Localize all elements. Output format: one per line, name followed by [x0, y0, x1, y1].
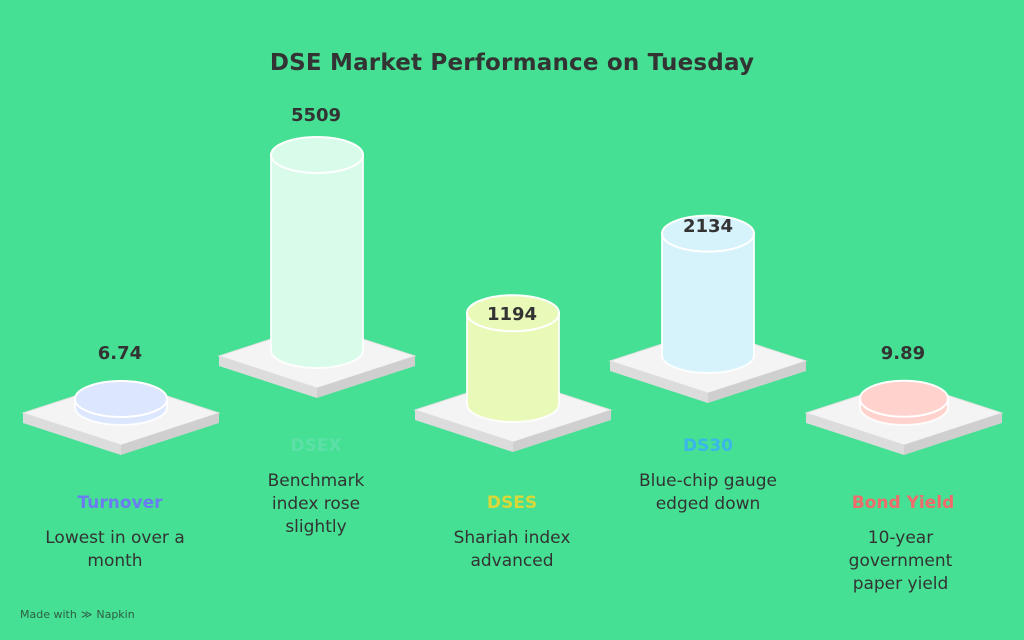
cylinder-top-turnover — [74, 380, 168, 418]
bar-bond-yield — [804, 379, 1004, 455]
napkin-brand: Napkin — [96, 608, 135, 621]
cylinder-top-bond-yield — [859, 379, 949, 418]
bar-dses — [413, 294, 613, 452]
platform-side-left-turnover — [23, 413, 121, 455]
cylinder-top-dses — [466, 294, 560, 333]
cylinder-body-ds30 — [661, 232, 755, 374]
value-label-dses: 1194 — [486, 304, 538, 325]
platform-side-right-dses — [513, 410, 611, 452]
description-ds30: Blue-chip gauge edged down — [638, 471, 778, 514]
made-with-label: Made with — [20, 608, 77, 621]
category-label-dsex: DSEX — [290, 436, 342, 456]
bar-dsex — [217, 136, 417, 398]
value-label-ds30: 2134 — [682, 216, 734, 237]
description-bond-yield: 10-year government paper yield — [848, 528, 953, 594]
napkin-logo-icon: ≫ — [80, 608, 93, 621]
category-label-dses: DSES — [486, 493, 538, 513]
bar-ds30 — [608, 214, 808, 403]
description-dses: Shariah index advanced — [453, 528, 571, 571]
chart-title: DSE Market Performance on Tuesday — [269, 50, 755, 76]
platform-side-right-dsex — [317, 356, 415, 398]
bar-turnover — [21, 380, 221, 455]
description-turnover: Lowest in over a month — [45, 528, 185, 571]
platform-side-left-ds30 — [610, 361, 708, 403]
value-label-bond-yield: 9.89 — [880, 343, 926, 364]
cylinder-body-dsex — [270, 154, 364, 369]
platform-side-left-dses — [415, 410, 513, 452]
platform-side-left-dsex — [219, 356, 317, 398]
value-label-turnover: 6.74 — [97, 343, 143, 364]
category-label-ds30: DS30 — [682, 436, 733, 456]
description-dsex: Benchmark index rose slightly — [267, 471, 365, 537]
platform-side-right-bond-yield — [904, 413, 1002, 455]
value-label-dsex: 5509 — [290, 105, 342, 126]
cylinder-body-dses — [466, 312, 560, 423]
category-label-bond-yield: Bond Yield — [851, 493, 955, 513]
cylinder-top-dsex — [270, 136, 364, 174]
platform-side-left-bond-yield — [806, 413, 904, 455]
cylinder-top-ds30 — [661, 214, 755, 253]
platform-side-right-ds30 — [708, 361, 806, 403]
platform-side-right-turnover — [121, 413, 219, 455]
category-label-turnover: Turnover — [77, 493, 163, 513]
footer: Made with ≫ Napkin — [20, 608, 135, 621]
